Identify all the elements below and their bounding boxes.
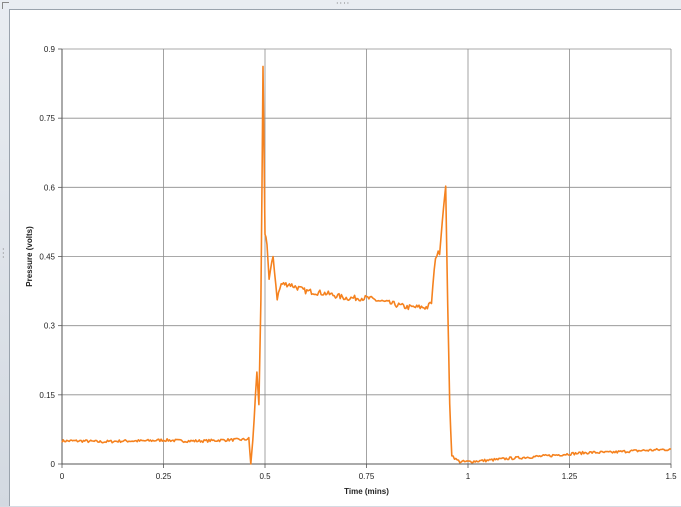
series-layer (61, 65, 672, 465)
left-resize-handle[interactable]: · · · (2, 245, 5, 262)
gridlines (61, 48, 672, 465)
y-tick-label: 0.6 (44, 183, 56, 192)
y-tick-label: 0.3 (44, 322, 56, 331)
y-tick-label: 0.15 (39, 391, 55, 400)
x-tick-label: 1 (466, 472, 471, 481)
x-tick-label: 1.25 (562, 472, 578, 481)
y-tick-label: 0.75 (39, 114, 55, 123)
x-tick-label: 0 (60, 472, 65, 481)
x-tick-label: 0.5 (259, 472, 271, 481)
y-tick-label: 0.45 (39, 253, 55, 262)
x-tick-label: 1.5 (665, 472, 677, 481)
series-line-0 (61, 65, 672, 465)
x-tick-label: 0.25 (156, 472, 172, 481)
chart-area[interactable]: 0 0.15 0.3 0.45 0.6 0.75 0.9 0 0.25 0.5 0.75 1 1.25… (9, 9, 681, 506)
top-resize-handle[interactable]: ···· (336, 0, 351, 8)
y-axis-label: Pressure (volts) (25, 226, 34, 287)
x-axis-label: Time (mins) (344, 487, 389, 496)
x-tick-label: 0.75 (359, 472, 375, 481)
x-axis-ticks: 0 0.25 0.5 0.75 1 1.25 1.5 (60, 464, 677, 481)
y-tick-label: 0 (51, 460, 56, 469)
y-axis-ticks: 0 0.15 0.3 0.45 0.6 0.75 0.9 (39, 45, 62, 469)
line-chart: 0 0.15 0.3 0.45 0.6 0.75 0.9 0 0.25 0.5 0.75 1 1.25… (25, 45, 677, 496)
y-tick-label: 0.9 (44, 45, 56, 54)
corner-resize-handle[interactable] (2, 2, 9, 9)
